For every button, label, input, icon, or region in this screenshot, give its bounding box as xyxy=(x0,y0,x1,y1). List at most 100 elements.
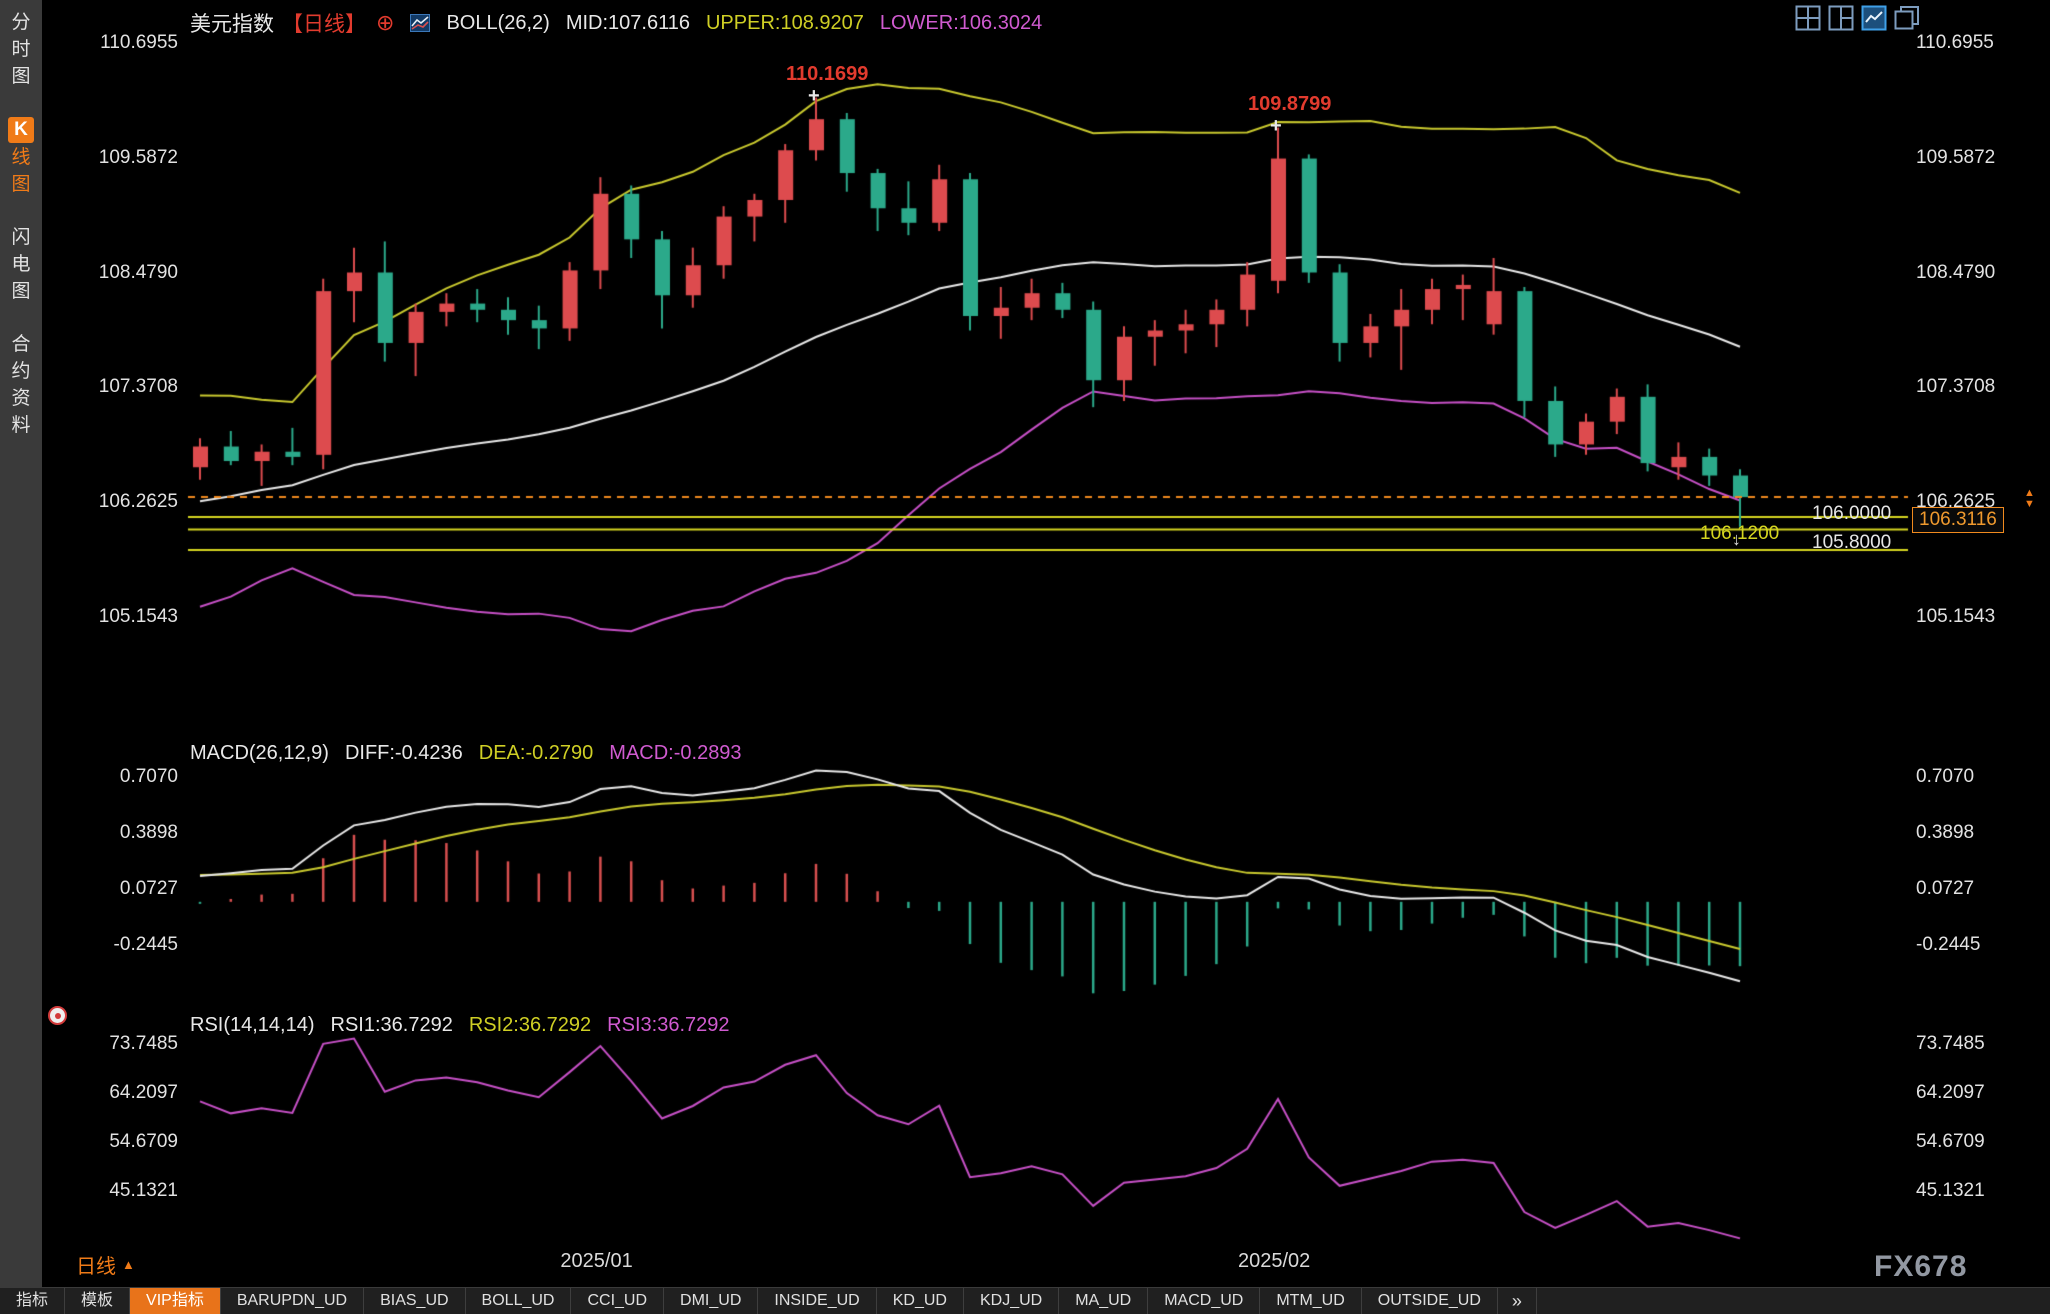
y-axis-label-main-right: 109.5872 xyxy=(1916,146,1996,168)
period-selector[interactable]: 日线 ▲ xyxy=(76,1250,135,1279)
y-axis-label-rsi-right: 73.7485 xyxy=(1916,1033,1985,1054)
bottom-tab-0[interactable]: 指标 xyxy=(0,1288,66,1314)
y-axis-label-rsi-left: 73.7485 xyxy=(109,1033,178,1054)
bottom-tab-5[interactable]: BOLL_UD xyxy=(466,1288,572,1314)
boll-upper-value: UPPER:108.9207 xyxy=(705,11,864,34)
indicator-settings-icon[interactable] xyxy=(48,1006,67,1025)
chevron-up-icon: ▲ xyxy=(122,1257,135,1272)
period-tag[interactable]: 【日线】 xyxy=(282,13,366,36)
boll-mid-value: MID:107.6116 xyxy=(565,11,690,34)
bottom-tab-4[interactable]: BIAS_UD xyxy=(364,1288,466,1314)
sidebar-item-char: 约 xyxy=(11,361,31,382)
y-axis-label-main-right: 108.4790 xyxy=(1916,261,1996,283)
sidebar-item-char: K xyxy=(8,117,34,143)
y-axis-label-macd-left: -0.2445 xyxy=(113,934,178,955)
bottom-tab-1[interactable]: 模板 xyxy=(65,1288,131,1314)
y-axis-label-macd-left: 0.0727 xyxy=(119,877,178,899)
y-axis-label-rsi-right: 45.1321 xyxy=(1916,1180,1985,1201)
cascade-windows-icon[interactable] xyxy=(1894,5,1920,31)
bottom-tab-7[interactable]: DMI_UD xyxy=(664,1288,759,1314)
sidebar-item-char: 料 xyxy=(11,415,31,436)
bottom-tab-12[interactable]: MACD_UD xyxy=(1148,1288,1261,1314)
scroll-latest-down-icon[interactable]: ▼ xyxy=(2024,498,2035,511)
y-axis-label-macd-right: 0.7070 xyxy=(1916,766,1975,787)
peak-price-annotation: 110.1699 xyxy=(786,63,869,86)
rsi-label: RSI(14,14,14) xyxy=(190,1014,315,1036)
sidebar-item-char: 分 xyxy=(11,12,31,33)
macd-dea-value: DEA:-0.2790 xyxy=(478,742,594,764)
bottom-tab-2[interactable]: VIP指标 xyxy=(130,1288,221,1314)
y-axis-label-rsi-right: 54.6709 xyxy=(1916,1131,1985,1152)
sidebar-item-char: 时 xyxy=(11,39,31,60)
last-price-tag: 106.3116 xyxy=(1912,507,2004,533)
y-axis-label-main-right: 110.6955 xyxy=(1916,32,1994,53)
bottom-tab-3[interactable]: BARUPDN_UD xyxy=(221,1288,365,1314)
more-tabs-button[interactable]: » xyxy=(1498,1288,1537,1314)
rsi1-value: RSI1:36.7292 xyxy=(330,1014,453,1036)
price-level-label: 106.1200 xyxy=(1700,522,1780,544)
y-axis-label-macd-left: 0.3898 xyxy=(119,822,178,843)
sidebar-item-char: 闪 xyxy=(11,227,31,248)
sidebar-item-char: 图 xyxy=(11,174,31,195)
chart-window-icon[interactable] xyxy=(1861,5,1887,31)
macd-header: MACD(26,12,9) DIFF:-0.4236 DEA:-0.2790 M… xyxy=(190,742,742,765)
macd-diff-value: DIFF:-0.4236 xyxy=(344,742,463,764)
macd-macd-value: MACD:-0.2893 xyxy=(609,742,742,764)
y-axis-label-macd-right: -0.2445 xyxy=(1916,934,1981,955)
bottom-tab-11[interactable]: MA_UD xyxy=(1059,1288,1149,1314)
sidebar-item-char: 图 xyxy=(11,66,31,87)
y-axis-label-rsi-left: 54.6709 xyxy=(109,1131,178,1152)
symbol-title: 美元指数 xyxy=(190,13,274,36)
y-axis-label-rsi-left: 64.2097 xyxy=(109,1082,178,1103)
y-axis-label-macd-right: 0.3898 xyxy=(1916,822,1975,843)
mini-chart-icon[interactable] xyxy=(410,14,431,32)
y-axis-label-main-left: 109.5872 xyxy=(98,146,178,168)
y-axis-label-main-right: 107.3708 xyxy=(1916,376,1996,398)
low-arrow-marker: ↓ xyxy=(1732,529,1741,550)
y-axis-label-main-left: 108.4790 xyxy=(98,261,178,283)
y-axis-label-main-right: 105.1543 xyxy=(1916,606,1996,627)
peak-price-annotation: 109.8799 xyxy=(1248,93,1332,116)
bottom-tab-10[interactable]: KDJ_UD xyxy=(964,1288,1060,1314)
x-axis-label: 2025/01 xyxy=(560,1250,633,1272)
y-axis-label-rsi-left: 45.1321 xyxy=(109,1180,178,1201)
macd-label: MACD(26,12,9) xyxy=(190,742,329,764)
bottom-tab-9[interactable]: KD_UD xyxy=(877,1288,964,1314)
period-selector-label: 日线 xyxy=(76,1256,116,1278)
main-chart-header: 美元指数 【日线】 ⊕ BOLL(26,2) MID:107.6116 UPPE… xyxy=(190,8,1042,38)
bottom-tab-6[interactable]: CCI_UD xyxy=(571,1288,665,1314)
sidebar-item-0[interactable]: 分时图 xyxy=(11,10,30,89)
y-axis-label-main-left: 110.6955 xyxy=(100,32,178,53)
rsi3-value: RSI3:36.7292 xyxy=(607,1014,730,1036)
y-axis-label-macd-right: 0.0727 xyxy=(1916,877,1975,899)
sidebar-item-char: 线 xyxy=(11,147,31,168)
peak-cross-marker: + xyxy=(808,85,820,108)
y-axis-label-main-right: 106.2625 xyxy=(1916,491,1996,513)
sidebar-item-char: 合 xyxy=(11,334,31,355)
layout-split-icon[interactable] xyxy=(1828,5,1854,31)
price-level-label: 105.8000 xyxy=(1812,532,1892,554)
sidebar-item-3[interactable]: 合约资料 xyxy=(11,332,30,438)
boll-label: BOLL(26,2) xyxy=(446,11,550,34)
rsi-header: RSI(14,14,14) RSI1:36.7292 RSI2:36.7292 … xyxy=(190,1014,730,1037)
bottom-tab-bar: 指标 模板 VIP指标 BARUPDN_UD BIAS_UD BOLL_UD CCI_UD D… xyxy=(0,1287,2050,1314)
sidebar-item-2[interactable]: 闪电图 xyxy=(11,225,30,304)
price-level-label: 106.0000 xyxy=(1812,503,1892,525)
scroll-latest-up-icon[interactable]: ▲ xyxy=(2024,487,2035,500)
y-axis-label-main-left: 105.1543 xyxy=(98,606,178,627)
add-indicator-icon[interactable]: ⊕ xyxy=(376,10,395,35)
layout-grid-icon[interactable] xyxy=(1795,5,1821,31)
bottom-tab-8[interactable]: INSIDE_UD xyxy=(758,1288,877,1314)
bottom-tab-14[interactable]: OUTSIDE_UD xyxy=(1362,1288,1498,1314)
topbar-icons xyxy=(1795,5,1920,31)
y-axis-label-rsi-right: 64.2097 xyxy=(1916,1082,1985,1103)
brand-watermark: FX678 xyxy=(1874,1250,1968,1283)
bottom-tab-13[interactable]: MTM_UD xyxy=(1260,1288,1362,1314)
boll-lower-value: LOWER:106.3024 xyxy=(879,11,1043,34)
y-axis-label-main-left: 107.3708 xyxy=(98,376,178,398)
peak-cross-marker: + xyxy=(1270,115,1282,138)
sidebar-item-char: 图 xyxy=(11,281,31,302)
